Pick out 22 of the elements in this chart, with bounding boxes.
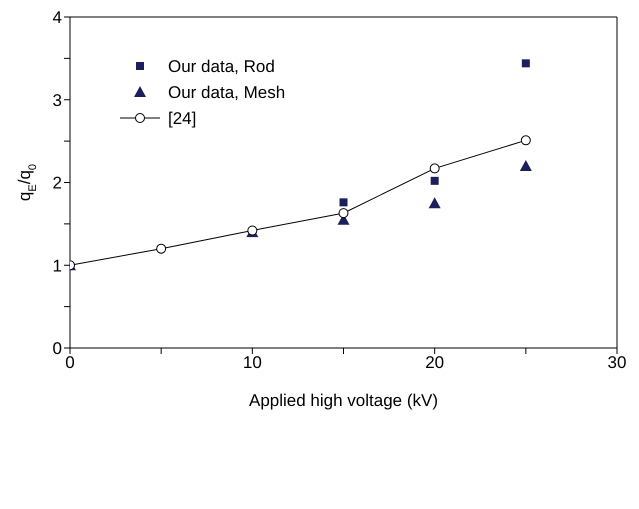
y-tick-label: 1 <box>52 256 62 276</box>
point <box>430 176 439 185</box>
point <box>340 198 348 206</box>
point <box>428 197 441 208</box>
x-tick-label: 0 <box>65 353 75 372</box>
point <box>520 135 531 146</box>
x-tick-label: 20 <box>425 353 444 372</box>
point <box>430 163 440 174</box>
y-tick-label: 0 <box>52 339 62 358</box>
y-tick-label: 2 <box>52 174 62 193</box>
x-tick-label: 30 <box>608 353 626 372</box>
point <box>156 244 166 254</box>
point <box>520 160 532 171</box>
x-tick-label: 10 <box>242 353 262 372</box>
point <box>338 208 348 218</box>
x-axis-title: Applied high voltage (kV) <box>248 391 438 410</box>
legend-label: [24] <box>168 109 196 128</box>
point <box>522 59 530 68</box>
legend-label: Our data, Rod <box>168 57 275 76</box>
legend-label: Our data, Mesh <box>168 83 286 102</box>
y-tick-label: 4 <box>52 8 62 28</box>
y-tick-label: 3 <box>52 90 62 110</box>
